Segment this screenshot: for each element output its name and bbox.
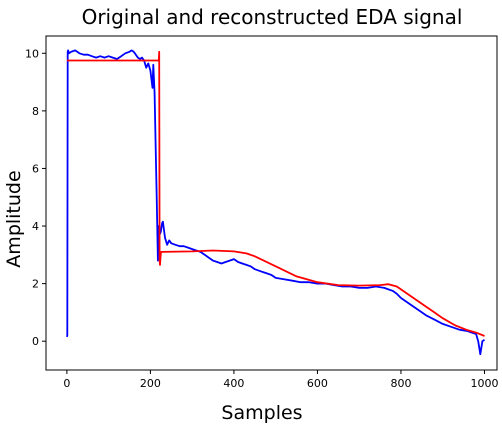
x-tick-label: 400: [223, 377, 244, 390]
y-tick-label: 6: [32, 162, 39, 175]
y-axis: 0 2 4 6 8 10: [25, 47, 46, 348]
x-tick-label: 0: [63, 377, 70, 390]
series-line-0: [66, 49, 485, 356]
x-tick-label: 600: [307, 377, 328, 390]
x-tick-label: 800: [390, 377, 411, 390]
y-tick-label: 4: [32, 220, 39, 233]
y-axis-label: Amplitude: [3, 170, 25, 267]
plot-frame: [45, 35, 498, 371]
x-axis: 0 200 400 600 800 1000: [63, 370, 498, 390]
y-tick-label: 8: [32, 105, 39, 118]
plot-lines: [66, 49, 485, 356]
chart-title: Original and reconstructed EDA signal: [82, 5, 463, 29]
y-tick-label: 0: [32, 335, 39, 348]
y-tick-label: 2: [32, 278, 39, 291]
y-tick-label: 10: [25, 47, 39, 60]
x-tick-label: 200: [140, 377, 161, 390]
x-axis-label: Samples: [221, 402, 302, 424]
x-tick-label: 1000: [470, 377, 498, 390]
series-line-1: [66, 50, 485, 337]
